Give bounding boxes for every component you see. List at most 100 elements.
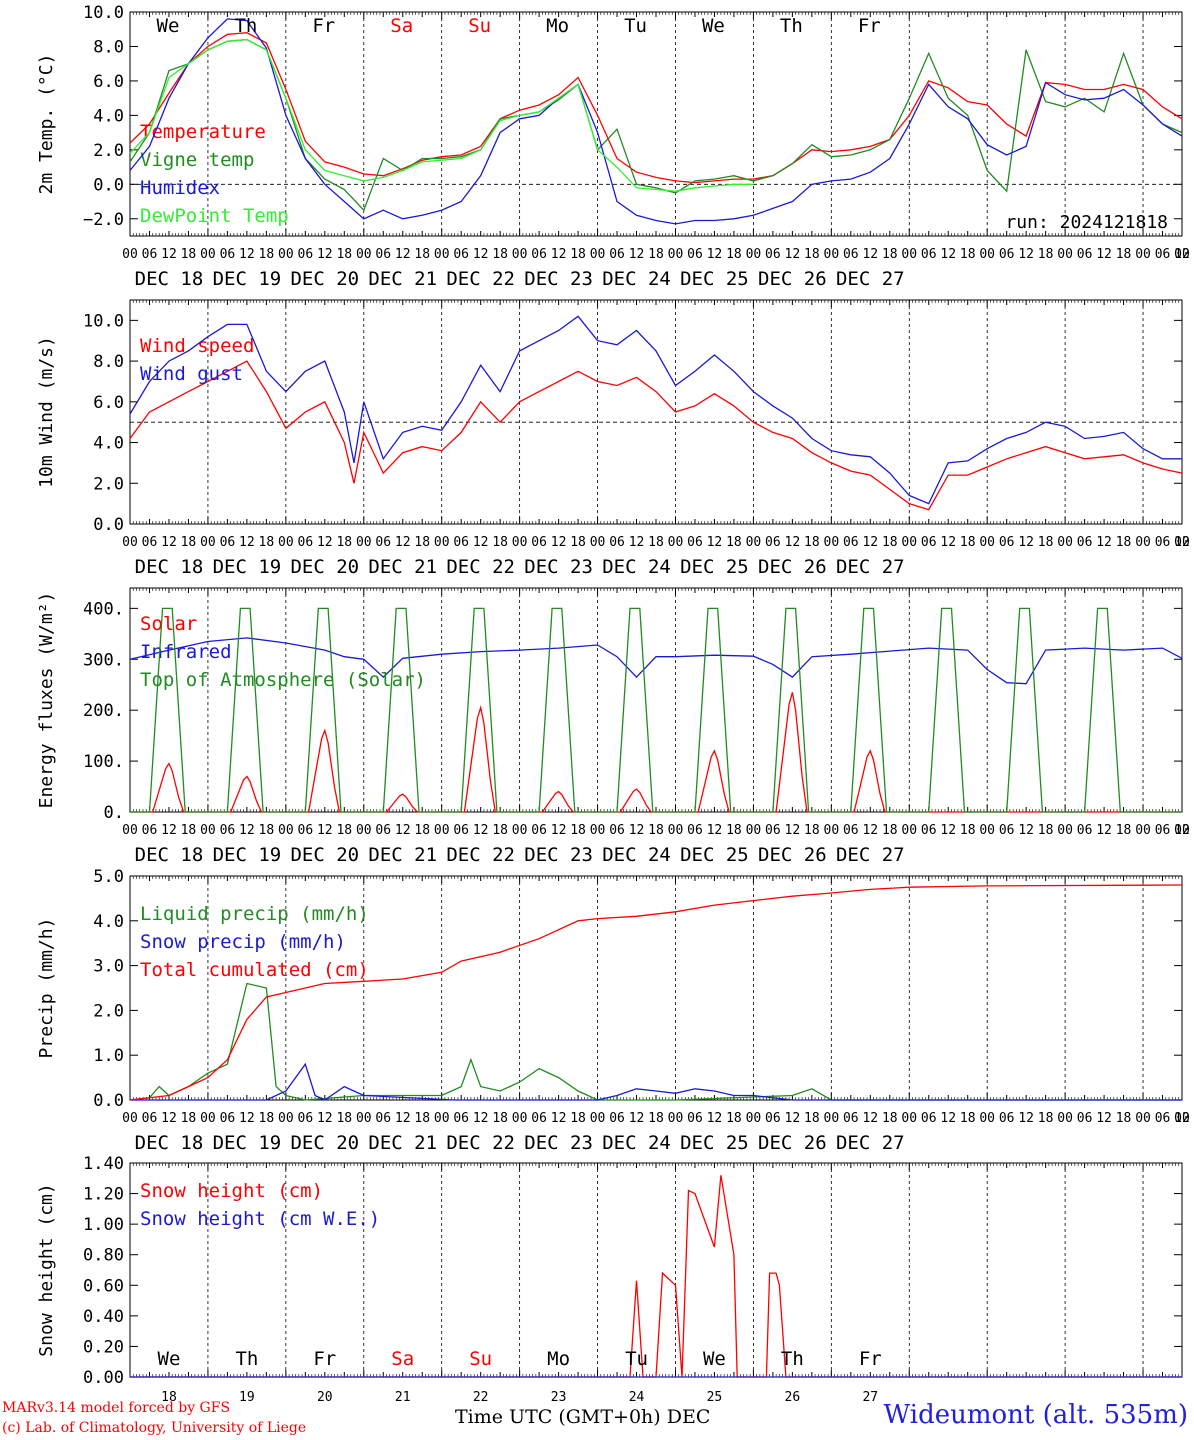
- hour-label: 00: [512, 247, 528, 262]
- hour-label: 12: [1018, 535, 1034, 550]
- hour-label: 18: [882, 247, 898, 262]
- day-label: Su: [469, 1348, 492, 1370]
- y-tick-label: 0.0: [93, 175, 124, 195]
- hour-label: 18: [492, 247, 508, 262]
- day-label: Sa: [390, 15, 413, 37]
- hour-label: 00: [901, 823, 917, 838]
- hour-label: 18: [414, 1111, 430, 1126]
- hour-label: 00: [668, 1111, 684, 1126]
- hour-label: 18: [181, 535, 197, 550]
- hour-label: 06: [531, 247, 547, 262]
- hour-label: 00: [122, 247, 138, 262]
- hour-label: 18: [570, 1111, 586, 1126]
- hour-label: 06: [687, 535, 703, 550]
- y-axis-label: Energy fluxes (W/m²): [36, 592, 57, 809]
- y-tick-label: 4.0: [93, 912, 124, 932]
- hour-label: 06: [298, 247, 314, 262]
- hour-label: 18: [336, 823, 352, 838]
- date-label: DEC 18: [135, 844, 204, 866]
- hour-label: 00: [434, 535, 450, 550]
- hour-label: 18: [1038, 1111, 1054, 1126]
- date-label: DEC 26: [758, 844, 827, 866]
- hour-label: 06: [765, 1111, 781, 1126]
- y-tick-label: 2.0: [93, 141, 124, 161]
- legend-entry: Snow height (cm W.E.): [140, 1208, 380, 1230]
- y-tick-label: 2.0: [93, 1001, 124, 1021]
- hour-label: 18: [259, 535, 275, 550]
- date-label: DEC 22: [446, 1132, 515, 1154]
- hour-label: 00: [824, 823, 840, 838]
- hour-label: 06: [220, 1111, 236, 1126]
- hour-label: 00: [746, 1111, 762, 1126]
- hour-label: 18: [1116, 823, 1132, 838]
- legend-entry: Humidex: [140, 177, 220, 199]
- date-label: DEC 23: [524, 844, 593, 866]
- hour-label: 06: [142, 535, 158, 550]
- hour-label: 06: [220, 823, 236, 838]
- hour-label: 18: [492, 535, 508, 550]
- hour-label: 12: [395, 247, 411, 262]
- hour-label: 12: [317, 823, 333, 838]
- y-tick-label: −2.0: [83, 210, 124, 230]
- hour-label: 18: [181, 1111, 197, 1126]
- hour-label: 12: [707, 247, 723, 262]
- date-label: DEC 22: [446, 268, 515, 290]
- series-line-wind-speed: [129, 360, 1183, 511]
- hour-label: 12: [785, 247, 801, 262]
- y-tick-label: 8.0: [93, 352, 124, 372]
- hour-label: 12: [1018, 247, 1034, 262]
- y-tick-label: 400.: [83, 599, 124, 619]
- legend-entry: Vigne temp: [140, 149, 254, 171]
- hour-label: 12: [1174, 535, 1190, 550]
- hour-label: 00: [434, 1111, 450, 1126]
- hour-label: 18: [336, 1111, 352, 1126]
- hour-label: 18: [414, 823, 430, 838]
- hour-label: 06: [453, 247, 469, 262]
- hour-label: 00: [746, 247, 762, 262]
- date-label: DEC 23: [524, 1132, 593, 1154]
- hour-label: 00: [590, 247, 606, 262]
- hour-label: 00: [278, 247, 294, 262]
- hour-label: 00: [512, 535, 528, 550]
- hour-label: 06: [1155, 535, 1171, 550]
- date-label: DEC 21: [368, 268, 437, 290]
- date-label: DEC 20: [290, 556, 359, 578]
- date-label: DEC 20: [290, 1132, 359, 1154]
- series-line-humidex: [129, 18, 1183, 225]
- day-label: Tu: [625, 1348, 648, 1370]
- hour-label: 12: [862, 247, 878, 262]
- lab-credit: (c) Lab. of Climatology, University of L…: [2, 1420, 307, 1436]
- date-label: DEC 24: [602, 556, 671, 578]
- hour-label: 00: [1057, 247, 1073, 262]
- y-tick-label: 8.0: [93, 37, 124, 57]
- date-label: DEC 27: [836, 556, 905, 578]
- hour-label: 06: [220, 535, 236, 550]
- hour-label: 00: [1174, 823, 1190, 838]
- legend-entry: Temperature: [140, 121, 266, 143]
- y-tick-label: 2.0: [93, 474, 124, 494]
- hour-label: 12: [1096, 1111, 1112, 1126]
- hour-label: 00: [1057, 823, 1073, 838]
- hour-label: 00: [824, 535, 840, 550]
- date-label: DEC 26: [758, 1132, 827, 1154]
- hour-label: 12: [1096, 823, 1112, 838]
- date-label: DEC 26: [758, 556, 827, 578]
- series-line-total-cumulated-cm-: [129, 884, 1183, 1101]
- hour-label: 12: [239, 535, 255, 550]
- hour-label: 18: [570, 823, 586, 838]
- hour-label: 06: [921, 823, 937, 838]
- hour-label: 00: [356, 1111, 372, 1126]
- hour-label: 00: [901, 535, 917, 550]
- hour-label: 00: [434, 823, 450, 838]
- hour-label: 00: [590, 823, 606, 838]
- series-line-wind-gust: [129, 315, 1182, 505]
- hour-label: 18: [960, 1111, 976, 1126]
- hour-label: 18: [181, 247, 197, 262]
- date-label: DEC 24: [602, 1132, 671, 1154]
- y-tick-label: 0.0: [93, 1091, 124, 1111]
- date-label: DEC 19: [213, 268, 282, 290]
- hour-label: 12: [629, 535, 645, 550]
- hour-label: 06: [999, 823, 1015, 838]
- run-annotation: run: 2024121818: [1005, 212, 1168, 233]
- hour-label: 06: [220, 247, 236, 262]
